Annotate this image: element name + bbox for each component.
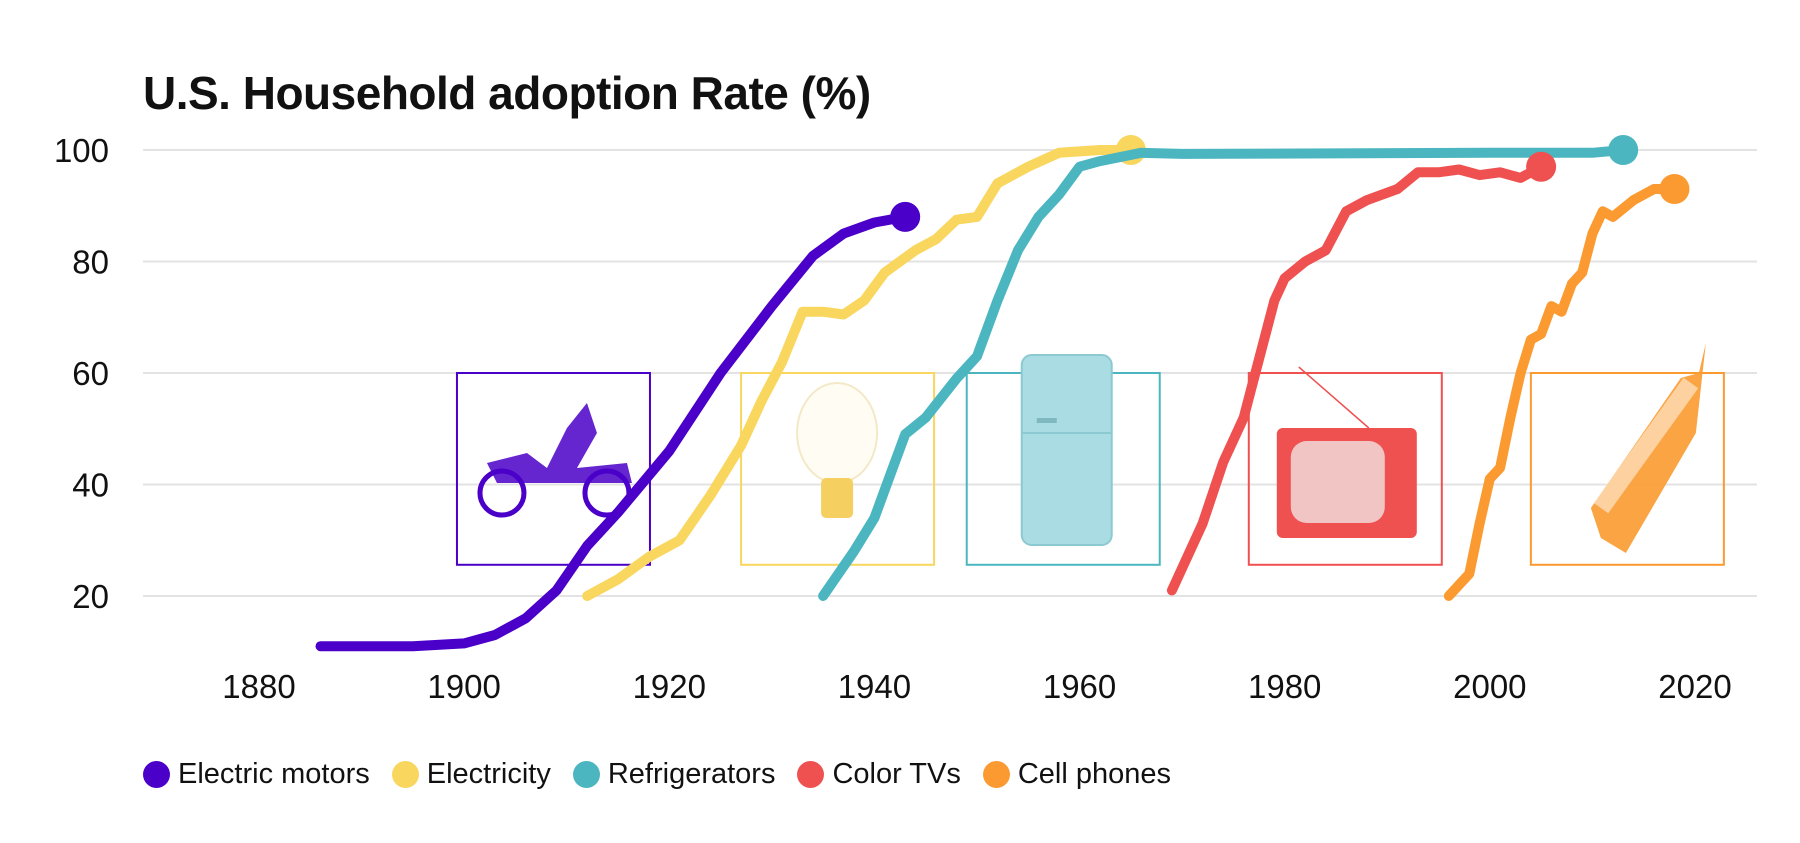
legend-item: Electric motors — [143, 758, 370, 791]
legend-item: Cell phones — [982, 758, 1172, 791]
refrigerator-icon — [1020, 354, 1113, 546]
x-tick-label: 1940 — [838, 668, 911, 705]
legend-swatch — [982, 761, 1010, 788]
series-end-marker — [1659, 174, 1690, 205]
legend: Electric motors Electricity Refrigerators C… — [143, 758, 1171, 791]
legend-label: Electric motors — [178, 758, 370, 790]
y-tick-label: 80 — [72, 244, 109, 281]
legend-swatch — [391, 761, 419, 788]
legend-label: Electricity — [426, 758, 551, 790]
y-tick-label: 20 — [72, 578, 109, 615]
light-bulb-icon — [796, 382, 879, 518]
series-line-electricity — [582, 145, 1136, 601]
x-tick-label: 2020 — [1658, 668, 1731, 705]
x-tick-label: 2000 — [1453, 668, 1526, 705]
legend-label: Cell phones — [1017, 758, 1172, 790]
y-tick-label: 60 — [72, 355, 109, 392]
legend-item: Color TVs — [797, 758, 961, 791]
legend-item: Refrigerators — [572, 758, 776, 791]
legend-label: Refrigerators — [607, 758, 776, 790]
legend-item: Electricity — [391, 758, 551, 791]
x-tick-label: 1980 — [1248, 668, 1321, 705]
x-tick-label: 1920 — [633, 668, 706, 705]
legend-label: Color TVs — [832, 758, 961, 790]
series-end-marker — [890, 201, 921, 232]
image-frame — [1529, 372, 1725, 566]
image-frame — [1247, 372, 1443, 566]
chart-title: U.S. Household adoption Rate (%) — [143, 67, 871, 119]
legend-swatch — [143, 761, 170, 788]
cell-phone-icon — [1590, 343, 1706, 553]
series-end-marker — [1608, 135, 1639, 165]
car-icon — [477, 403, 632, 518]
series-line-cell-phones — [1443, 184, 1680, 601]
legend-swatch — [572, 761, 600, 788]
x-tick-label: 1960 — [1043, 668, 1116, 705]
television-icon — [1276, 366, 1417, 538]
series-end-marker — [1526, 151, 1557, 182]
y-tick-label: 100 — [54, 132, 109, 169]
x-tick-label: 1900 — [427, 668, 500, 705]
image-frame — [740, 372, 936, 566]
y-tick-label: 40 — [72, 467, 109, 504]
x-tick-label: 1880 — [222, 668, 295, 705]
legend-swatch — [797, 761, 825, 788]
